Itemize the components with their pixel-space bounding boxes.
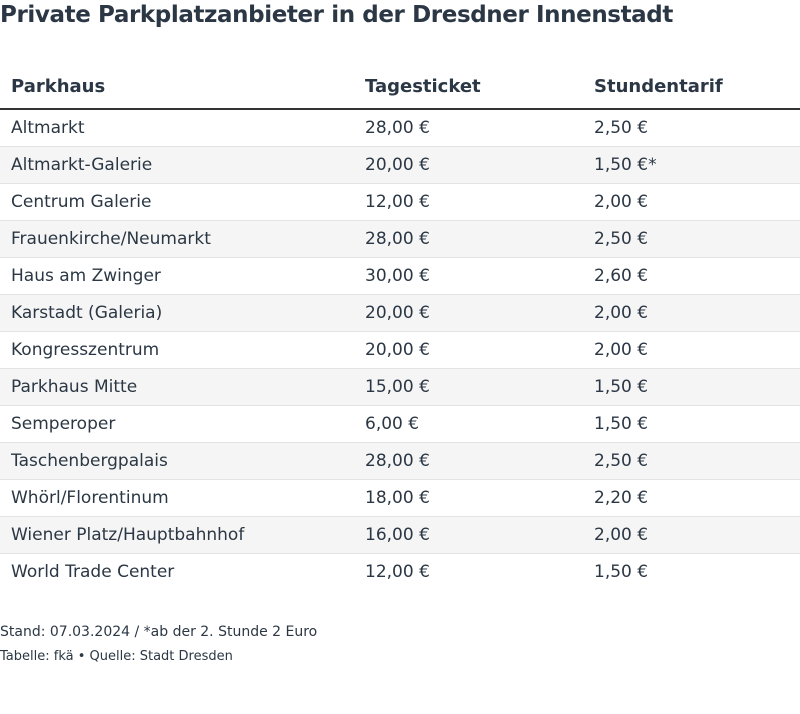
table-row: Taschenbergpalais 28,00 €2,50 € xyxy=(0,442,800,480)
tagesticket-cell: 20,00 € xyxy=(355,146,584,184)
table-body: Altmarkt 28,00 €2,50 € Altmarkt-Galerie 20,… xyxy=(0,109,800,590)
tagesticket-cell: 15,00 € xyxy=(355,368,584,406)
stundentarif-cell: 2,00 € xyxy=(584,294,800,332)
stundentarif-cell: 2,50 € xyxy=(584,220,800,258)
tagesticket-cell: 12,00 € xyxy=(355,183,584,221)
stundentarif-cell: 2,20 € xyxy=(584,479,800,517)
table-row: Parkhaus Mitte 15,00 €1,50 € xyxy=(0,368,800,406)
parkhaus-cell: Whörl/Florentinum xyxy=(0,479,355,517)
stundentarif-cell: 1,50 € xyxy=(584,405,800,443)
table-row: Kongresszentrum 20,00 €2,00 € xyxy=(0,331,800,369)
parkhaus-cell: World Trade Center xyxy=(11,562,175,582)
stundentarif-cell: 1,50 € xyxy=(594,562,649,582)
tagesticket-cell: 28,00 € xyxy=(355,109,584,147)
table-row: World Trade Center 12,00 € 1,50 € xyxy=(0,554,800,591)
tagesticket-cell: 20,00 € xyxy=(355,331,584,369)
column-header-stundentarif: Stundentarif xyxy=(584,64,800,110)
stundentarif-cell: 1,50 € xyxy=(584,368,800,406)
stundentarif-cell: 2,50 € xyxy=(584,442,800,480)
stundentarif-cell: 1,50 €* xyxy=(584,146,800,184)
table-row: Wiener Platz/Hauptbahnhof 16,00 €2,00 € xyxy=(0,516,800,554)
table-row: Altmarkt 28,00 €2,50 € xyxy=(0,109,800,147)
page-title: Private Parkplatzanbieter in der Dresdne… xyxy=(0,2,673,28)
stundentarif-cell: 2,00 € xyxy=(584,183,800,221)
source-line: Tabelle: fkä • Quelle: Stadt Dresden xyxy=(0,649,233,664)
table-row: Semperoper 6,00 €1,50 € xyxy=(0,405,800,443)
table-row: Altmarkt-Galerie 20,00 €1,50 €* xyxy=(0,146,800,184)
parkhaus-cell: Semperoper xyxy=(0,405,355,443)
parkhaus-cell: Taschenbergpalais xyxy=(0,442,355,480)
tagesticket-cell: 16,00 € xyxy=(355,516,584,554)
column-header-tagesticket: Tagesticket xyxy=(355,64,584,110)
parkhaus-cell: Karstadt (Galeria) xyxy=(0,294,355,332)
tagesticket-cell: 20,00 € xyxy=(355,294,584,332)
stundentarif-cell: 2,60 € xyxy=(584,257,800,295)
parkhaus-cell: Altmarkt xyxy=(0,109,355,147)
tagesticket-cell: 30,00 € xyxy=(355,257,584,295)
parkhaus-cell: Frauenkirche/Neumarkt xyxy=(0,220,355,258)
parkhaus-cell: Wiener Platz/Hauptbahnhof xyxy=(0,516,355,554)
stundentarif-cell: 2,00 € xyxy=(584,516,800,554)
table-row: Whörl/Florentinum 18,00 €2,20 € xyxy=(0,479,800,517)
table-row: Karstadt (Galeria) 20,00 €2,00 € xyxy=(0,294,800,332)
footer-notes: Stand: 07.03.2024 / *ab der 2. Stunde 2 … xyxy=(0,622,317,666)
table-row: Centrum Galerie 12,00 €2,00 € xyxy=(0,183,800,221)
stundentarif-cell: 2,50 € xyxy=(584,109,800,147)
stundentarif-cell: 2,00 € xyxy=(584,331,800,369)
parkhaus-cell: Parkhaus Mitte xyxy=(0,368,355,406)
parkhaus-cell: Altmarkt-Galerie xyxy=(0,146,355,184)
tagesticket-cell: 28,00 € xyxy=(355,220,584,258)
parkhaus-cell: Haus am Zwinger xyxy=(0,257,355,295)
table-row: Haus am Zwinger 30,00 €2,60 € xyxy=(0,257,800,295)
parkhaus-cell: Kongresszentrum xyxy=(0,331,355,369)
tagesticket-cell: 6,00 € xyxy=(355,405,584,443)
parking-table: Parkhaus Tagesticket Stundentarif Altmar… xyxy=(0,64,800,590)
tagesticket-cell: 28,00 € xyxy=(355,442,584,480)
column-header-parkhaus: Parkhaus xyxy=(0,64,355,110)
tagesticket-cell: 12,00 € xyxy=(365,562,430,582)
table-row: Frauenkirche/Neumarkt 28,00 €2,50 € xyxy=(0,220,800,258)
table-header-row: Parkhaus Tagesticket Stundentarif xyxy=(0,64,800,110)
footnote: Stand: 07.03.2024 / *ab der 2. Stunde 2 … xyxy=(0,624,318,640)
parkhaus-cell: Centrum Galerie xyxy=(0,183,355,221)
tagesticket-cell: 18,00 € xyxy=(355,479,584,517)
